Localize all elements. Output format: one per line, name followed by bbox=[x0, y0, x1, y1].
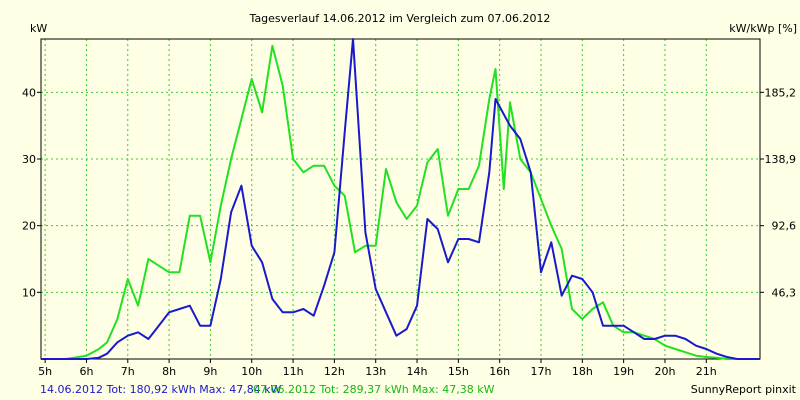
x-tick-label: 10h bbox=[241, 365, 262, 378]
chart-title: Tagesverlauf 14.06.2012 im Vergleich zum… bbox=[249, 12, 551, 25]
plot-frame bbox=[40, 38, 761, 360]
x-tick-label: 21h bbox=[696, 365, 717, 378]
x-tick-label: 18h bbox=[572, 365, 593, 378]
footer-legend-series-a: 14.06.2012 Tot: 180,92 kWh Max: 47,84 kW bbox=[40, 383, 282, 396]
x-tick-label: 20h bbox=[654, 365, 675, 378]
y-tick-label-left: 20 bbox=[22, 220, 36, 233]
x-tick-label: 11h bbox=[283, 365, 304, 378]
x-tick-label: 17h bbox=[531, 365, 552, 378]
axis-ticks: 5h 6h 7h 8h 9h 10h 11h 12h 13h 14h 15h 16h 17h 18h 19h… bbox=[22, 86, 796, 378]
x-tick-label: 12h bbox=[324, 365, 345, 378]
series-line-0 bbox=[41, 38, 760, 360]
x-tick-label: 5h bbox=[38, 365, 52, 378]
y-tick-label-right: 46,3 bbox=[772, 286, 797, 299]
y-axis-label-left: kW bbox=[30, 22, 47, 35]
y-tick-label-right: 92,6 bbox=[772, 220, 797, 233]
series-layer bbox=[41, 38, 760, 360]
y-tick-label-left: 40 bbox=[22, 86, 36, 99]
credit-text: SunnyReport pinxit bbox=[691, 383, 797, 396]
footer-legend-series-b: 07.06.2012 Tot: 289,37 kWh Max: 47,38 kW bbox=[253, 383, 495, 396]
x-tick-label: 6h bbox=[79, 365, 93, 378]
x-tick-label: 16h bbox=[489, 365, 510, 378]
x-tick-label: 7h bbox=[121, 365, 135, 378]
x-tick-label: 19h bbox=[613, 365, 634, 378]
x-tick-label: 13h bbox=[365, 365, 386, 378]
y-axis-label-right: kW/kWp [%] bbox=[729, 22, 797, 35]
y-tick-label-right: 138,9 bbox=[765, 153, 797, 166]
x-tick-label: 8h bbox=[162, 365, 176, 378]
y-tick-label-left: 30 bbox=[22, 153, 36, 166]
y-tick-label-left: 10 bbox=[22, 286, 36, 299]
x-tick-label: 9h bbox=[203, 365, 217, 378]
series-line-1 bbox=[41, 44, 760, 360]
y-tick-label-right: 185,2 bbox=[765, 86, 797, 99]
x-tick-label: 14h bbox=[407, 365, 428, 378]
x-tick-label: 15h bbox=[448, 365, 469, 378]
